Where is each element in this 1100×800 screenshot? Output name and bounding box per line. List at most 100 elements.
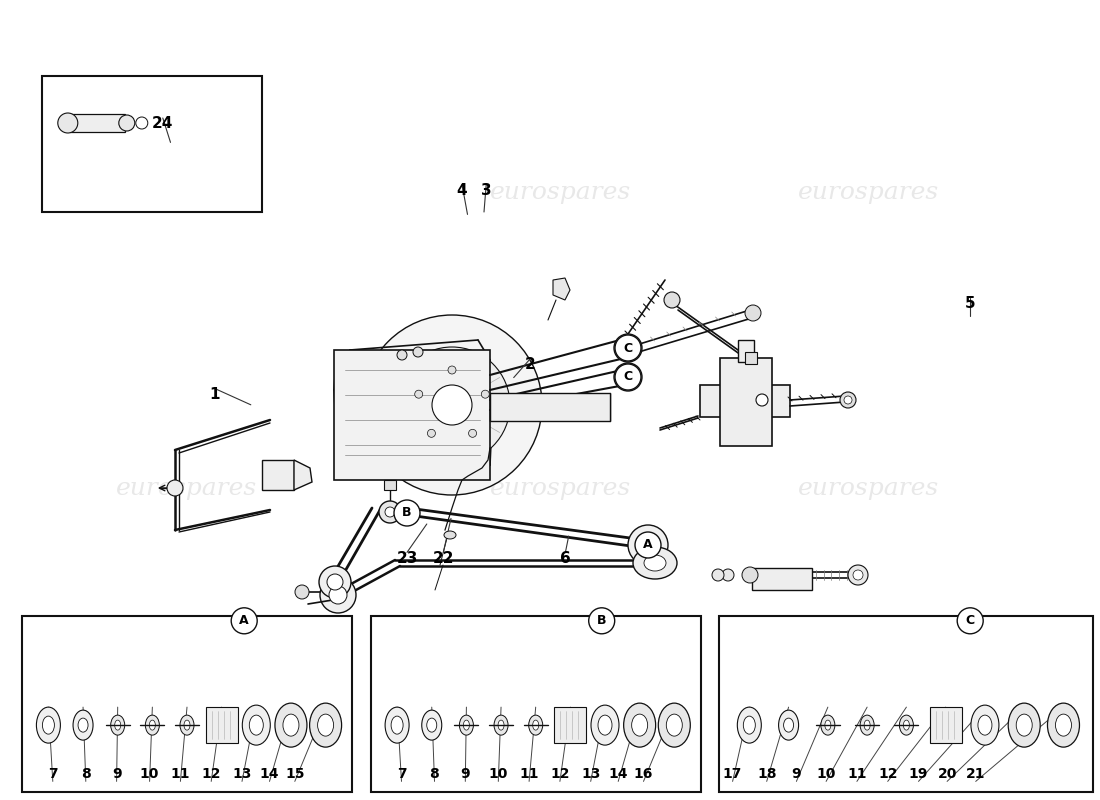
Text: eurospares: eurospares (799, 181, 939, 203)
Ellipse shape (318, 714, 333, 736)
Text: 14: 14 (608, 767, 628, 782)
Ellipse shape (971, 705, 999, 745)
Ellipse shape (43, 716, 54, 734)
Text: 10: 10 (140, 767, 159, 782)
Text: 7: 7 (48, 767, 57, 782)
Circle shape (482, 390, 490, 398)
Text: 11: 11 (847, 767, 867, 782)
Text: 19: 19 (909, 767, 928, 782)
Text: 12: 12 (878, 767, 898, 782)
Ellipse shape (737, 707, 761, 743)
Ellipse shape (865, 720, 870, 730)
Circle shape (638, 535, 658, 555)
Text: 2: 2 (525, 358, 536, 372)
Circle shape (385, 507, 395, 517)
Ellipse shape (36, 707, 60, 743)
Circle shape (397, 350, 407, 360)
Text: eurospares: eurospares (126, 675, 236, 693)
Circle shape (448, 366, 456, 374)
Circle shape (844, 396, 852, 404)
Text: 13: 13 (232, 767, 252, 782)
Circle shape (327, 574, 343, 590)
Ellipse shape (667, 714, 682, 736)
Ellipse shape (821, 715, 835, 735)
Circle shape (362, 315, 542, 495)
Circle shape (621, 370, 635, 384)
Text: 12: 12 (201, 767, 221, 782)
Ellipse shape (1016, 714, 1032, 736)
Circle shape (615, 364, 641, 390)
Circle shape (635, 532, 661, 558)
Ellipse shape (73, 710, 94, 740)
Ellipse shape (532, 720, 539, 730)
Text: A: A (644, 538, 652, 551)
Circle shape (840, 392, 856, 408)
Ellipse shape (114, 720, 121, 730)
Text: 24: 24 (152, 117, 174, 131)
Circle shape (329, 586, 346, 604)
Text: 9: 9 (112, 767, 121, 782)
Ellipse shape (632, 547, 676, 579)
Ellipse shape (783, 718, 793, 732)
Circle shape (756, 394, 768, 406)
Text: 17: 17 (723, 767, 743, 782)
Ellipse shape (385, 707, 409, 743)
FancyBboxPatch shape (700, 385, 790, 417)
Text: 11: 11 (170, 767, 190, 782)
Circle shape (428, 430, 436, 438)
Text: 4: 4 (456, 183, 468, 198)
Text: 10: 10 (488, 767, 508, 782)
Text: eurospares: eurospares (481, 675, 591, 693)
Circle shape (742, 567, 758, 583)
Ellipse shape (421, 710, 442, 740)
Text: 21: 21 (966, 767, 986, 782)
Circle shape (295, 585, 309, 599)
Circle shape (135, 117, 147, 129)
FancyBboxPatch shape (22, 616, 352, 792)
Circle shape (957, 608, 983, 634)
FancyBboxPatch shape (930, 707, 961, 743)
Ellipse shape (900, 715, 913, 735)
Ellipse shape (392, 716, 403, 734)
FancyBboxPatch shape (720, 358, 772, 446)
Ellipse shape (498, 720, 504, 730)
Polygon shape (553, 278, 570, 300)
Ellipse shape (1047, 703, 1079, 747)
Circle shape (319, 566, 351, 598)
Text: 14: 14 (260, 767, 279, 782)
Circle shape (432, 385, 472, 425)
Circle shape (58, 113, 78, 133)
Ellipse shape (591, 705, 619, 745)
Text: eurospares: eurospares (799, 477, 939, 499)
Circle shape (664, 292, 680, 308)
Circle shape (167, 480, 183, 496)
Ellipse shape (658, 703, 691, 747)
Ellipse shape (494, 715, 508, 735)
Text: 13: 13 (581, 767, 601, 782)
Text: B: B (403, 506, 411, 519)
Ellipse shape (644, 555, 666, 571)
Ellipse shape (309, 703, 342, 747)
Text: 9: 9 (461, 767, 470, 782)
FancyBboxPatch shape (745, 352, 757, 364)
Ellipse shape (1009, 703, 1041, 747)
Ellipse shape (444, 531, 456, 539)
Circle shape (412, 347, 424, 357)
Text: 18: 18 (757, 767, 777, 782)
Circle shape (231, 608, 257, 634)
Text: eurospares: eurospares (491, 477, 631, 499)
Ellipse shape (184, 720, 190, 730)
Text: 12: 12 (550, 767, 570, 782)
FancyBboxPatch shape (384, 480, 396, 490)
Ellipse shape (779, 710, 799, 740)
FancyBboxPatch shape (554, 707, 586, 743)
Text: 5: 5 (965, 297, 976, 311)
Ellipse shape (744, 716, 756, 734)
Ellipse shape (598, 715, 612, 735)
Text: 3: 3 (481, 183, 492, 198)
Ellipse shape (427, 718, 437, 732)
Text: 9: 9 (792, 767, 801, 782)
Text: 6: 6 (560, 551, 571, 566)
Ellipse shape (624, 703, 656, 747)
Text: A: A (240, 614, 249, 627)
